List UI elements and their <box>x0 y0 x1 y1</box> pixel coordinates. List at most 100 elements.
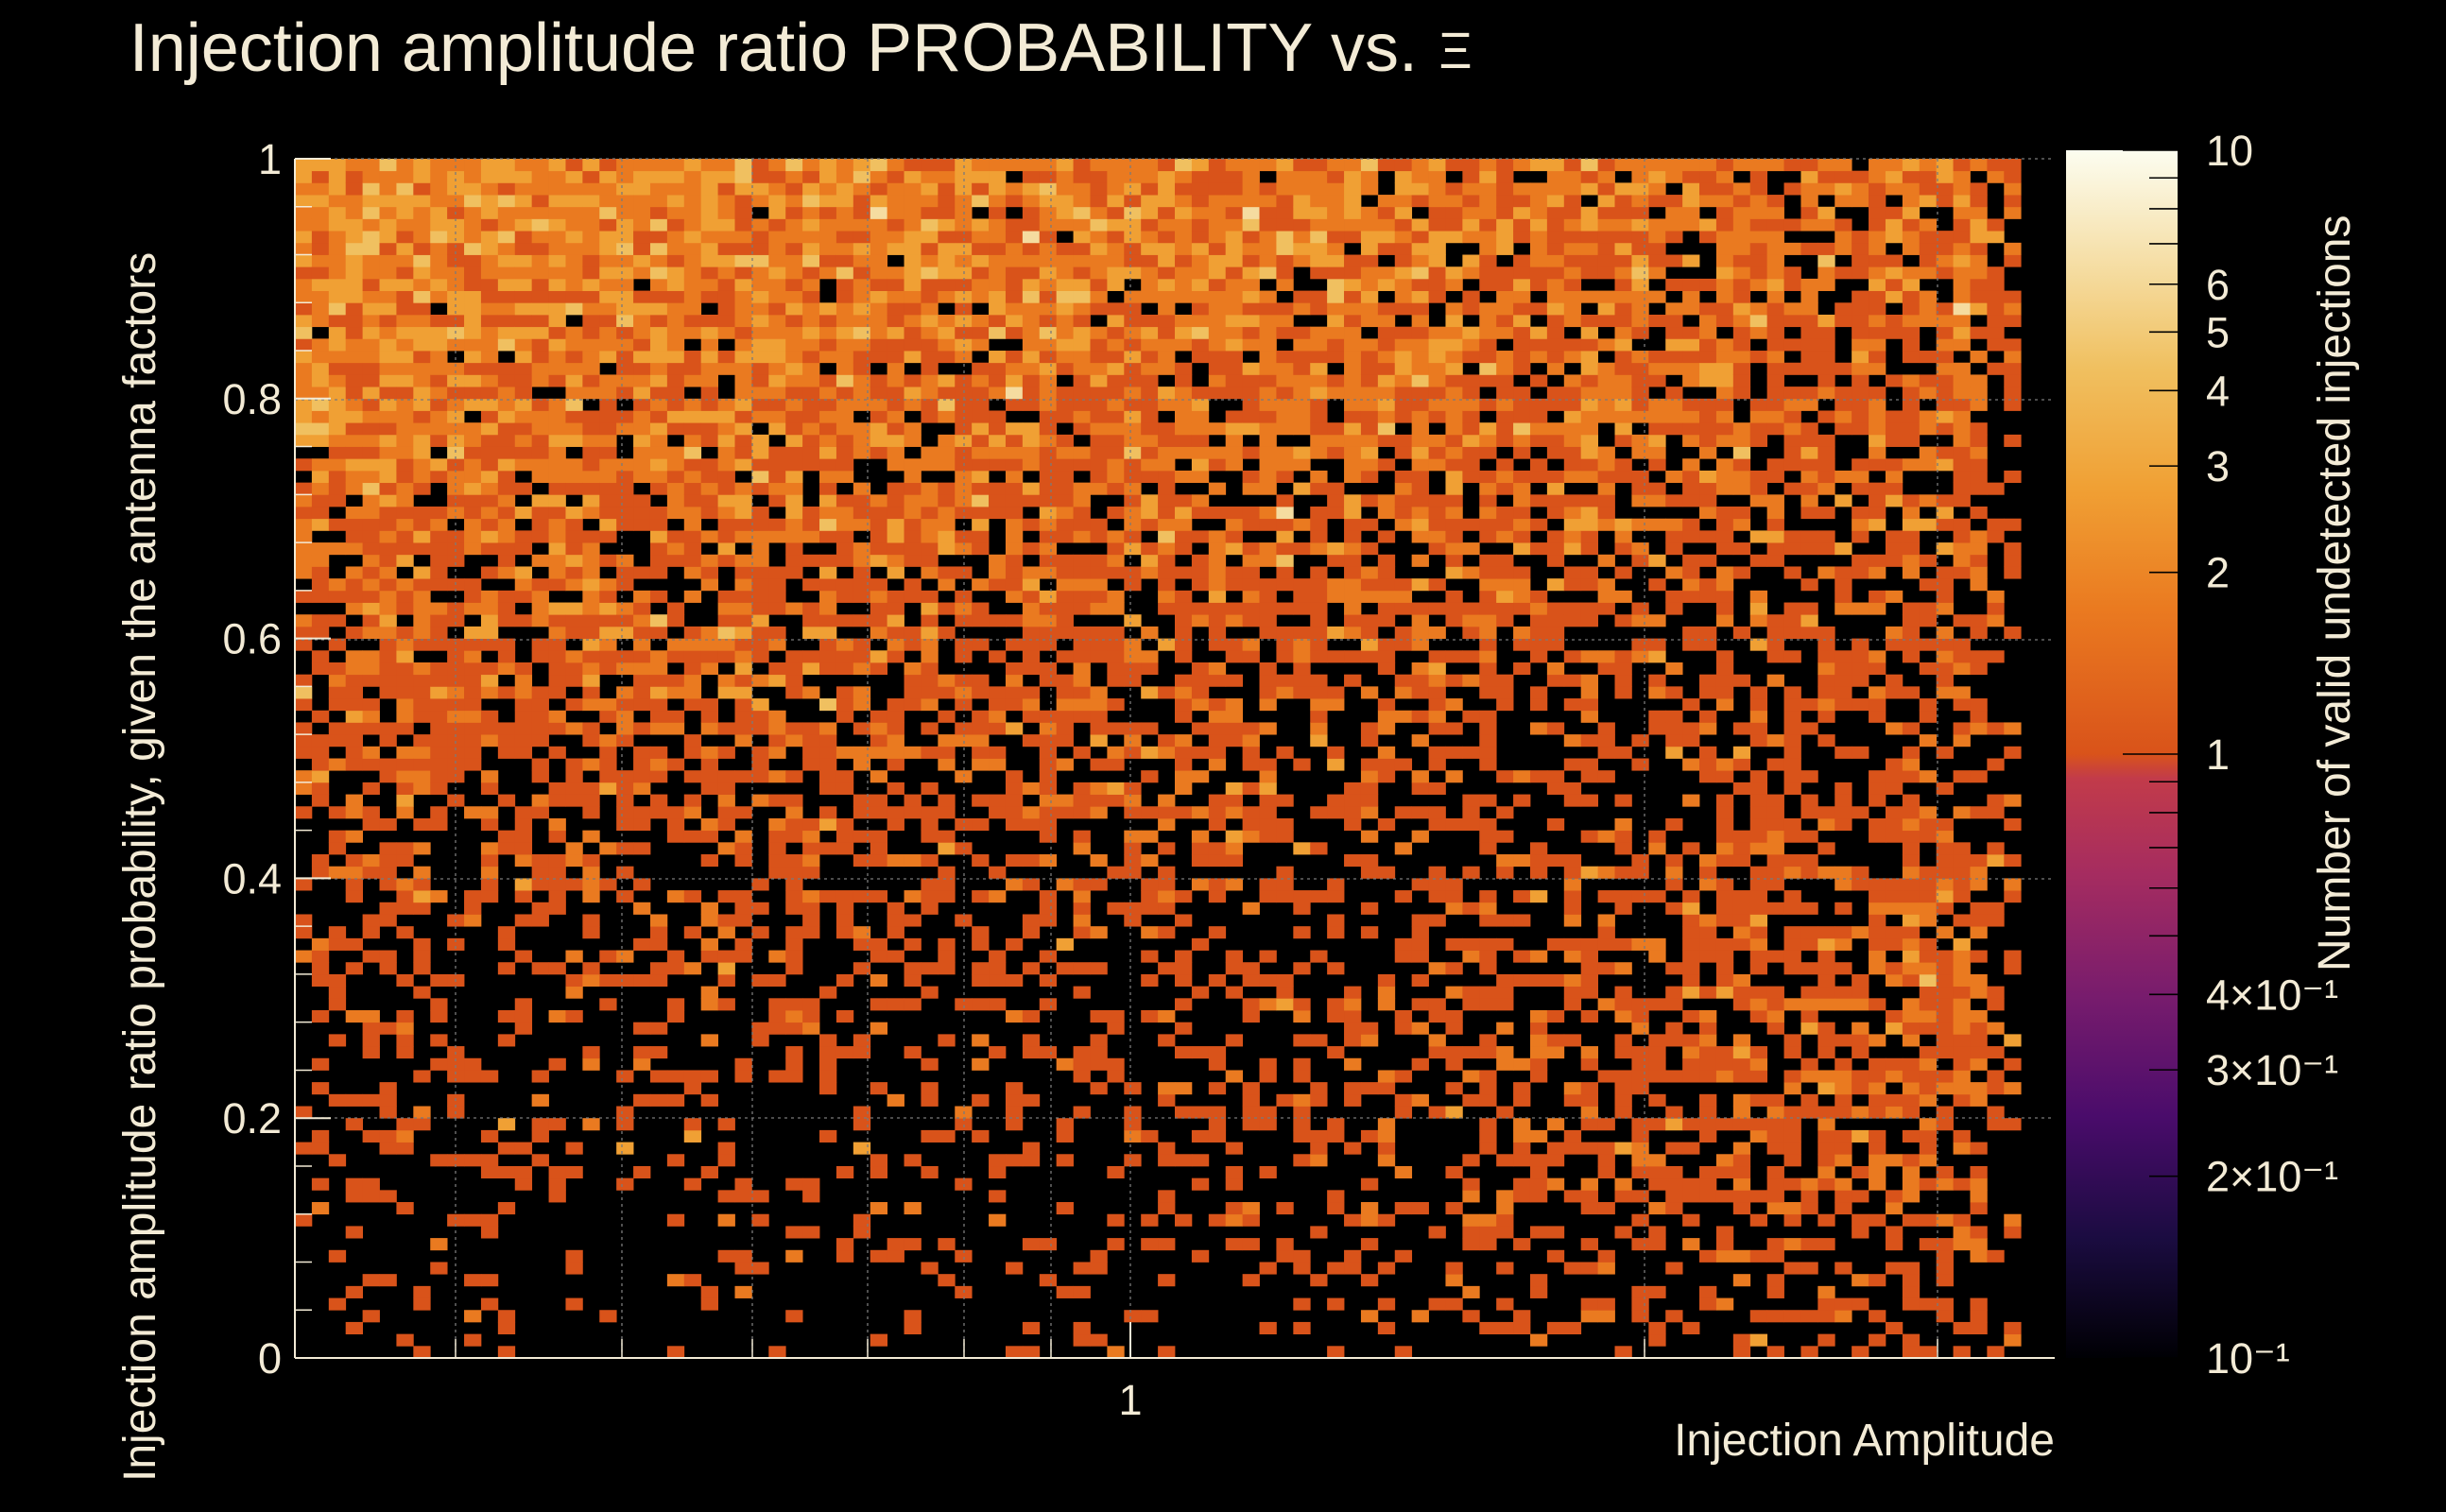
heatmap-cell <box>328 374 347 387</box>
heatmap-cell <box>396 1118 414 1131</box>
heatmap-cell <box>1327 266 1345 280</box>
heatmap-cell <box>853 578 871 592</box>
heatmap-cell <box>1665 817 1683 832</box>
heatmap-cell <box>649 374 668 387</box>
heatmap-cell <box>1580 387 1598 400</box>
heatmap-cell <box>599 494 617 507</box>
heatmap-cell <box>1529 1285 1548 1298</box>
heatmap-cell <box>751 1190 769 1203</box>
heatmap-cell <box>1191 266 1210 280</box>
heatmap-cell <box>921 1093 939 1107</box>
heatmap-cell <box>1124 362 1142 375</box>
heatmap-cell <box>1445 159 1463 172</box>
heatmap-cell <box>582 566 600 579</box>
heatmap-cell <box>616 566 634 579</box>
heatmap-cell <box>1158 1082 1176 1095</box>
heatmap-cell <box>1158 554 1176 567</box>
heatmap-cell <box>1225 362 1244 375</box>
heatmap-cell <box>666 650 685 663</box>
heatmap-cell <box>1259 698 1277 712</box>
heatmap-cell <box>1276 398 1294 411</box>
heatmap-cell <box>1360 854 1379 868</box>
heatmap-cell <box>955 422 973 436</box>
heatmap-cell <box>413 770 431 783</box>
heatmap-cell <box>1631 387 1649 400</box>
heatmap-cell <box>1479 674 1497 687</box>
heatmap-cell <box>1022 698 1041 712</box>
heatmap-cell <box>1394 590 1413 603</box>
heatmap-cell <box>1360 926 1379 939</box>
heatmap-cell <box>1614 206 1632 219</box>
heatmap-cell <box>1124 1082 1142 1095</box>
heatmap-cell <box>1411 362 1429 375</box>
heatmap-cell <box>683 674 702 687</box>
heatmap-cell <box>1158 1142 1176 1155</box>
heatmap-cell <box>666 602 685 615</box>
heatmap-cell <box>1732 1093 1751 1107</box>
heatmap-cell <box>1631 266 1649 280</box>
heatmap-cell <box>921 626 939 639</box>
heatmap-cell <box>582 410 600 423</box>
heatmap-cell <box>1479 602 1497 615</box>
heatmap-cell <box>531 410 549 423</box>
heatmap-cell <box>785 242 803 255</box>
heatmap-cell <box>649 206 668 219</box>
heatmap-cell <box>328 206 347 219</box>
heatmap-cell <box>649 314 668 328</box>
heatmap-cell <box>1377 362 1396 375</box>
heatmap-cell <box>717 482 735 495</box>
heatmap-cell <box>751 638 769 651</box>
heatmap-cell <box>853 387 871 400</box>
heatmap-cell <box>802 686 820 699</box>
heatmap-cell <box>599 266 617 280</box>
heatmap-cell <box>802 159 820 172</box>
heatmap-cell <box>1259 1118 1277 1131</box>
heatmap-cell <box>1073 1333 1091 1347</box>
heatmap-cell <box>345 231 364 244</box>
heatmap-cell <box>1191 231 1210 244</box>
heatmap-cell <box>1563 170 1582 183</box>
heatmap-cell <box>649 1046 668 1059</box>
heatmap-cell <box>1107 422 1125 436</box>
heatmap-cell <box>785 1249 803 1263</box>
heatmap-cell <box>649 195 668 208</box>
heatmap-cell <box>1073 710 1091 723</box>
heatmap-cell <box>785 374 803 387</box>
heatmap-cell <box>1073 962 1091 975</box>
heatmap-cell <box>683 962 702 975</box>
heatmap-cell <box>1428 290 1446 303</box>
heatmap-cell <box>717 1142 735 1155</box>
heatmap-cell <box>989 422 1007 436</box>
heatmap-cell <box>1563 542 1582 556</box>
heatmap-cell <box>1732 1202 1751 1215</box>
heatmap-cell <box>1107 387 1125 400</box>
heatmap-cell <box>582 782 600 795</box>
heatmap-cell <box>835 782 854 795</box>
heatmap-cell <box>1546 266 1565 280</box>
heatmap-cell <box>1158 1009 1176 1023</box>
heatmap-cell <box>1428 458 1446 472</box>
heatmap-cell <box>1360 231 1379 244</box>
heatmap-cell <box>1563 159 1582 172</box>
heatmap-cell <box>938 231 956 244</box>
heatmap-cell <box>1631 410 1649 423</box>
heatmap-cell <box>1546 314 1565 328</box>
heatmap-cell <box>1546 1009 1565 1023</box>
heatmap-cell <box>1445 446 1463 459</box>
heatmap-cell <box>295 398 313 411</box>
heatmap-cell <box>1462 1226 1480 1239</box>
heatmap-cell <box>464 518 482 531</box>
heatmap-cell <box>599 998 617 1011</box>
heatmap-cell <box>1225 950 1244 963</box>
heatmap-cell <box>1242 1082 1260 1095</box>
heatmap-cell <box>1310 231 1328 244</box>
heatmap-cell <box>430 290 448 303</box>
heatmap-cell <box>700 998 718 1011</box>
heatmap-cell <box>311 1009 330 1023</box>
heatmap-cell <box>1310 182 1328 196</box>
heatmap-cell <box>1665 1034 1683 1047</box>
heatmap-cell <box>599 434 617 447</box>
heatmap-cell <box>887 182 904 196</box>
heatmap-cell <box>616 518 634 531</box>
heatmap-cell <box>345 626 364 639</box>
